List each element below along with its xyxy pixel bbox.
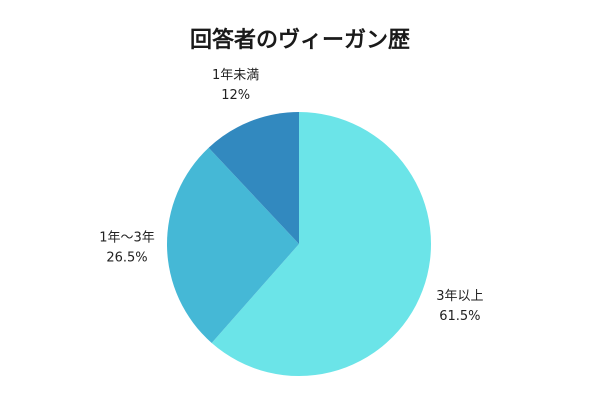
pie-slice [211,112,431,376]
slice-percent-label: 61.5% [439,309,480,324]
slice-percent-label: 26.5% [106,251,147,266]
slice-percent-label: 12% [221,88,250,103]
pie-slices [166,112,431,376]
chart-title: 回答者のヴィーガン歴 [189,28,410,53]
pie-slice [166,147,299,344]
slice-category-label: 1年未満 [212,68,259,83]
slice-category-label: 3年以上 [436,289,483,304]
slice-category-label: 1年〜3年 [99,231,155,246]
pie-slice [208,112,299,244]
pie-labels: 3年以上 61.5% 1年〜3年 26.5% 1年未満 12% [99,68,483,324]
